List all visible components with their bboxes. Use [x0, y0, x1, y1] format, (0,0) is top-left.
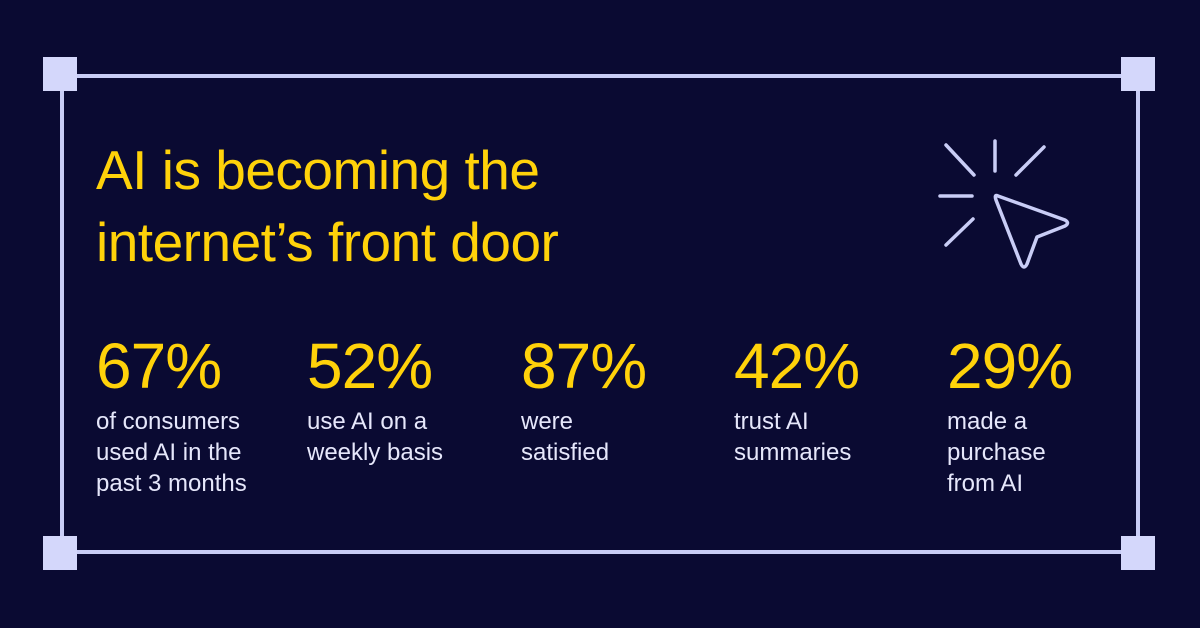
stat-label: of consumers used AI in the past 3 month…: [96, 408, 247, 497]
headline: AI is becoming the internet’s front door: [96, 134, 559, 278]
stat-value: 67%: [96, 330, 222, 402]
stat-1: 67% of consumers used AI in the past 3 m…: [96, 330, 296, 499]
stat-2: 52% use AI on a weekly basis: [307, 330, 507, 468]
frame-right: [1136, 74, 1140, 554]
corner-top-left: [43, 57, 77, 91]
cursor-click-icon: [938, 139, 1070, 269]
stat-value: 42%: [734, 330, 860, 402]
stat-value: 87%: [521, 330, 647, 402]
stat-label: trust AI summaries: [734, 408, 852, 466]
headline-line-2: internet’s front door: [96, 211, 559, 273]
frame-left: [60, 74, 64, 554]
stat-5: 29% made a purchase from AI: [947, 330, 1147, 499]
corner-top-right: [1121, 57, 1155, 91]
stat-4: 42% trust AI summaries: [734, 330, 934, 468]
frame-bottom: [60, 550, 1140, 554]
corner-bottom-left: [43, 536, 77, 570]
stat-label: were satisfied: [521, 408, 610, 466]
stat-value: 29%: [947, 330, 1073, 402]
corner-bottom-right: [1121, 536, 1155, 570]
stat-label: use AI on a weekly basis: [307, 408, 444, 466]
headline-line-1: AI is becoming the: [96, 139, 540, 201]
stat-value: 52%: [307, 330, 433, 402]
frame-top: [60, 74, 1140, 78]
stat-label: made a purchase from AI: [947, 408, 1046, 497]
stat-3: 87% were satisfied: [521, 330, 721, 468]
